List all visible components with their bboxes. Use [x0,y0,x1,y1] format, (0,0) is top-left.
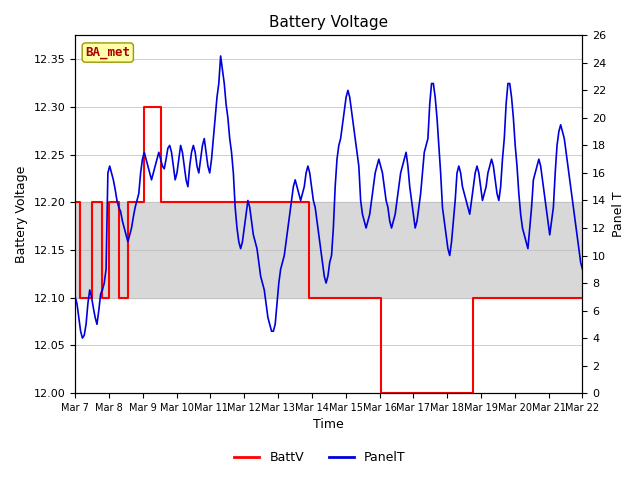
X-axis label: Time: Time [314,419,344,432]
Legend: BattV, PanelT: BattV, PanelT [229,446,411,469]
Y-axis label: Battery Voltage: Battery Voltage [15,166,28,263]
Title: Battery Voltage: Battery Voltage [269,15,388,30]
Y-axis label: Panel T: Panel T [612,192,625,237]
Text: BA_met: BA_met [85,46,131,59]
Bar [75,202,582,298]
